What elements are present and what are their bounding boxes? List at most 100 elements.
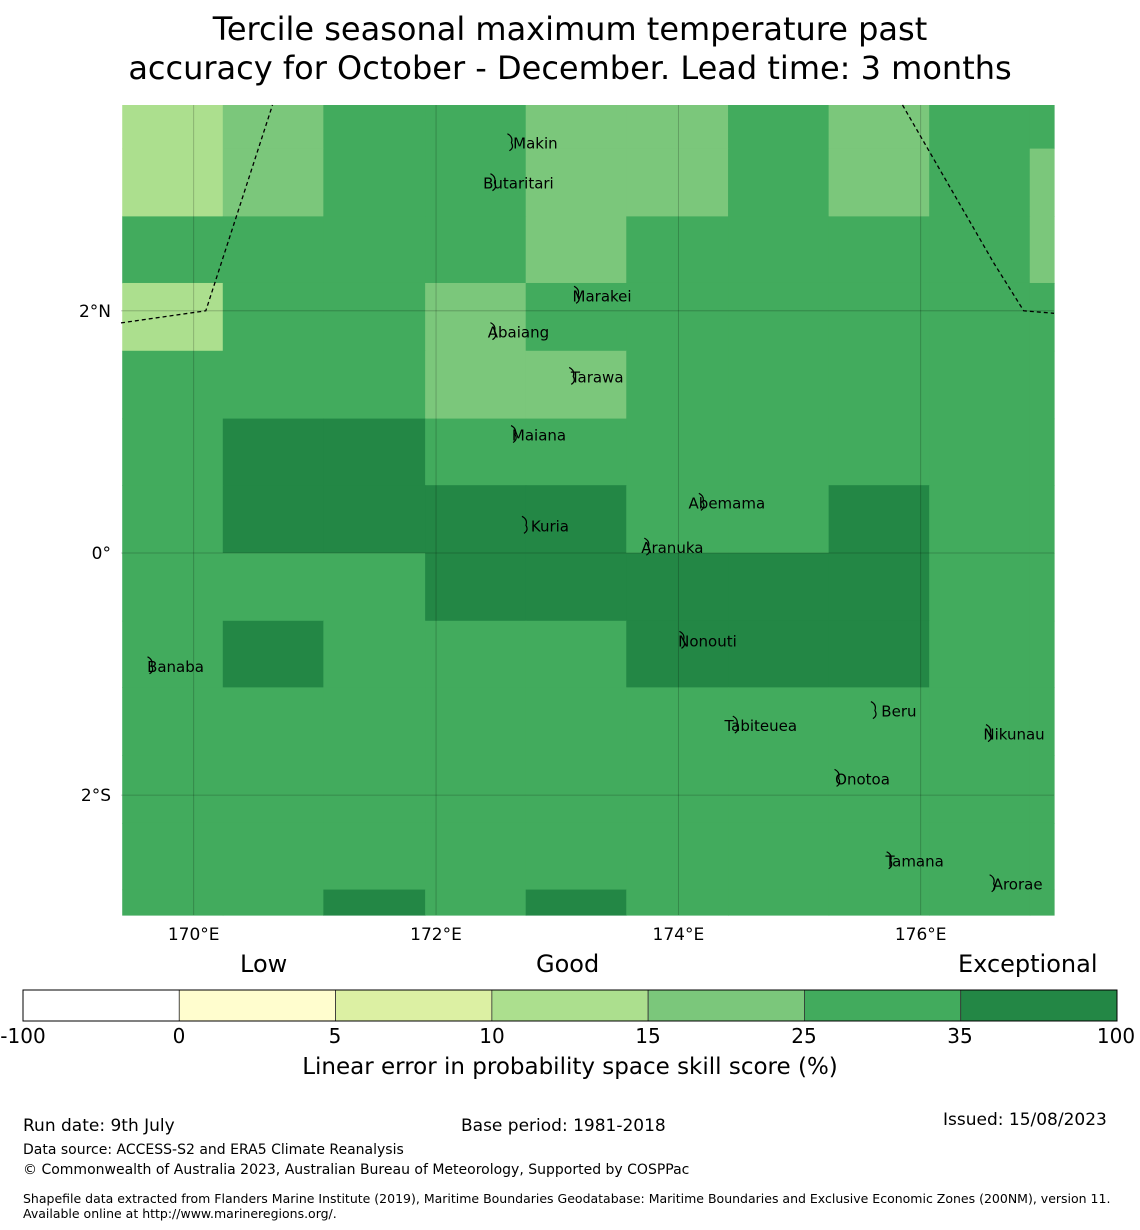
island-outline — [507, 133, 514, 152]
skill-cell — [929, 687, 1031, 756]
x-tick-label: 172°E — [410, 925, 462, 945]
island-outline — [886, 851, 893, 870]
island-label: Banaba — [147, 658, 204, 676]
skill-cell — [525, 282, 627, 352]
skill-cell — [525, 889, 627, 916]
skill-cell — [929, 822, 1031, 891]
skill-cell — [222, 822, 324, 891]
skill-cell — [122, 889, 224, 916]
skill-cell — [728, 687, 830, 756]
skill-cell — [929, 889, 1031, 916]
skill-cell — [828, 105, 930, 150]
skill-cell — [1029, 418, 1055, 486]
island: Tamana — [884, 851, 944, 871]
skill-cell — [323, 889, 426, 916]
island-label: Aranuka — [641, 539, 703, 557]
island: Aranuka — [641, 537, 703, 557]
colorbar-tick: -100 — [0, 1024, 46, 1048]
title-line-2: accuracy for October - December. Lead ti… — [128, 49, 1012, 87]
skill-cell — [425, 350, 527, 420]
skill-cell — [1029, 889, 1055, 916]
skill-cell — [222, 687, 324, 756]
skill-cell — [425, 552, 527, 622]
skill-cell — [425, 620, 527, 688]
island-outline — [679, 630, 686, 649]
island-label: Nikunau — [983, 726, 1044, 744]
skill-cell — [929, 485, 1031, 554]
skill-cell — [626, 105, 729, 150]
latitude-ticks: 2°N 0° 2°S — [79, 302, 111, 806]
skill-cell — [728, 216, 830, 284]
island-markers: Makin Butaritari Marakei Abaiang Tarawa Maian… — [147, 133, 1045, 894]
skill-cell — [222, 350, 324, 420]
copyright: © Commonwealth of Australia 2023, Austra… — [23, 1162, 690, 1178]
island-label: Abemama — [689, 494, 766, 512]
island: Butaritari — [483, 173, 554, 193]
island-label: Marakei — [573, 287, 632, 305]
colorbar-tick: 25 — [791, 1024, 817, 1048]
skill-cell — [525, 620, 627, 688]
skill-cell — [828, 282, 930, 352]
skill-cell — [323, 282, 426, 352]
map-figure: Makin Butaritari Marakei Abaiang Tarawa Maian… — [79, 104, 1055, 945]
island-outline — [698, 492, 705, 511]
skill-cell — [525, 687, 627, 756]
skill-cell — [929, 282, 1031, 352]
y-tick-label: 2°S — [81, 786, 111, 806]
island: Makin — [507, 133, 558, 153]
island-label: Tarawa — [570, 368, 624, 386]
island-outline — [573, 285, 580, 304]
skill-cell — [626, 350, 729, 420]
skill-cell — [222, 105, 324, 150]
skill-cell — [525, 755, 627, 824]
skill-cell — [728, 148, 830, 217]
skill-cell — [828, 350, 930, 420]
colorbar-tick: 100 — [1096, 1024, 1136, 1048]
shapefile-credit: Shapefile data extracted from Flanders M… — [23, 1191, 1111, 1221]
skill-cell — [828, 620, 930, 688]
skill-cell — [323, 822, 426, 891]
skill-cell — [222, 755, 324, 824]
skill-cell — [828, 687, 930, 756]
island-label: Butaritari — [483, 175, 554, 193]
island-label: Beru — [881, 703, 916, 721]
data-source: Data source: ACCESS-S2 and ERA5 Climate … — [23, 1142, 404, 1158]
skill-cell — [1029, 216, 1055, 284]
skill-cell — [323, 418, 426, 486]
eez-boundaries — [120, 104, 1055, 324]
skill-cell — [122, 687, 224, 756]
skill-cell — [1029, 485, 1055, 554]
skill-cell — [525, 485, 627, 554]
island-outline — [490, 173, 497, 192]
island-label: Makin — [513, 135, 558, 153]
colorbar-segment — [804, 989, 962, 1022]
skill-cell — [323, 216, 426, 284]
skill-cell — [323, 148, 426, 217]
skill-cell — [425, 889, 527, 916]
skill-cell — [222, 889, 324, 916]
colorbar-segment — [647, 989, 805, 1022]
skill-cell — [929, 350, 1031, 420]
skill-cell — [525, 552, 627, 622]
skill-cell — [1029, 552, 1055, 622]
skill-cell — [1029, 822, 1055, 891]
x-tick-label: 176°E — [895, 925, 947, 945]
island: Abemama — [689, 492, 766, 512]
colorbar-tick: 5 — [328, 1024, 342, 1048]
skill-cell — [626, 418, 729, 486]
island-outline — [732, 715, 739, 734]
x-tick-label: 170°E — [168, 925, 220, 945]
colorbar-tick: 0 — [172, 1024, 186, 1048]
skill-cell — [425, 687, 527, 756]
category-low: Low — [240, 950, 288, 978]
island-outline — [147, 656, 154, 675]
skill-cell — [626, 687, 729, 756]
island: Onotoa — [834, 768, 890, 788]
y-tick-label: 0° — [92, 544, 111, 564]
skill-cell — [222, 282, 324, 352]
island-outline — [870, 701, 877, 720]
skill-cell — [122, 485, 224, 554]
skill-cell — [122, 755, 224, 824]
category-good: Good — [536, 950, 600, 978]
skill-cell — [122, 418, 224, 486]
